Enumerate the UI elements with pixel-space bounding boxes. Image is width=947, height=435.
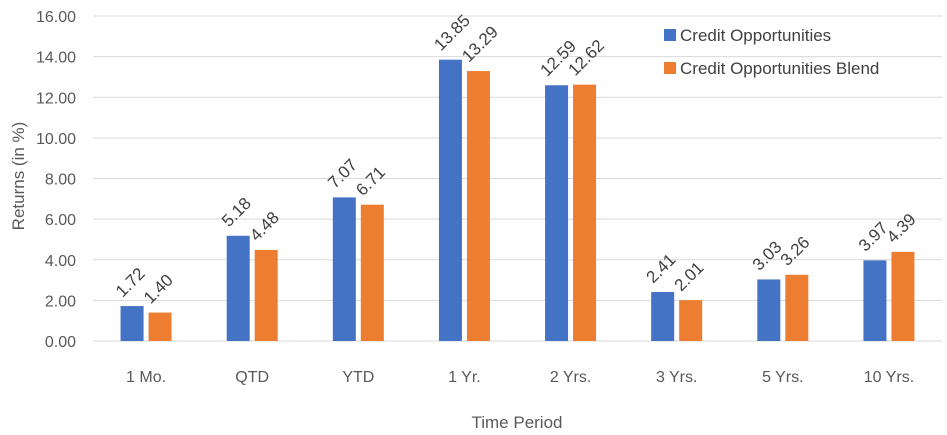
legend-swatch-credit-opportunities <box>664 29 676 41</box>
bar-credit-opportunities-blend <box>254 250 278 341</box>
x-tick-label: 5 Yrs. <box>762 369 804 386</box>
y-tick-label: 8.00 <box>45 172 76 189</box>
bar-credit-opportunities-blend <box>573 84 597 341</box>
bar-credit-opportunities <box>226 235 250 341</box>
x-tick-label: 10 Yrs. <box>864 369 914 386</box>
bar-credit-opportunities-blend <box>679 300 703 341</box>
x-tick-label: QTD <box>235 369 269 386</box>
bar-credit-opportunities <box>438 59 462 341</box>
y-tick-label: 10.00 <box>36 131 76 148</box>
data-label: 4.39 <box>883 210 920 247</box>
y-tick-label: 12.00 <box>36 90 76 107</box>
data-label: 5.18 <box>218 194 255 231</box>
legend-label-credit-opportunities-blend: Credit Opportunities Blend <box>680 59 879 78</box>
y-axis-title: Returns (in %) <box>9 122 28 231</box>
data-label: 4.48 <box>246 208 283 245</box>
bar-credit-opportunities <box>120 306 144 341</box>
x-axis-title: Time Period <box>471 413 562 432</box>
legend-label-credit-opportunities: Credit Opportunities <box>680 26 831 45</box>
bar-credit-opportunities <box>332 197 356 341</box>
bar-credit-opportunities-blend <box>891 251 915 341</box>
bars <box>120 59 915 341</box>
y-tick-label: 16.00 <box>36 9 76 26</box>
y-tick-label: 6.00 <box>45 212 76 229</box>
x-tick-label: YTD <box>342 369 374 386</box>
x-tick-label: 1 Mo. <box>126 369 166 386</box>
y-tick-label: 14.00 <box>36 50 76 67</box>
x-tick-label: 3 Yrs. <box>656 369 698 386</box>
y-axis-ticks: 0.00 2.00 4.00 6.00 8.00 10.00 12.00 14.00 16.00 <box>36 9 76 351</box>
data-label: 3.26 <box>777 233 814 270</box>
bar-credit-opportunities <box>545 85 569 341</box>
y-tick-label: 4.00 <box>45 253 76 270</box>
legend: Credit Opportunities Credit Opportunitie… <box>664 26 879 78</box>
bar-credit-opportunities <box>651 292 675 341</box>
bar-credit-opportunities-blend <box>360 204 384 341</box>
x-tick-label: 1 Yr. <box>448 369 481 386</box>
bar-credit-opportunities-blend <box>148 312 172 341</box>
y-tick-label: 0.00 <box>45 334 76 351</box>
y-tick-label: 2.00 <box>45 293 76 310</box>
legend-swatch-credit-opportunities-blend <box>664 62 676 74</box>
x-tick-label: 2 Yrs. <box>550 369 592 386</box>
bar-credit-opportunities <box>757 279 781 341</box>
bar-credit-opportunities-blend <box>785 274 809 341</box>
bar-credit-opportunities-blend <box>466 71 490 341</box>
bar-credit-opportunities <box>863 260 887 341</box>
x-axis-ticks: 1 Mo. QTD YTD 1 Yr. 2 Yrs. 3 Yrs. 5 Yrs. 10 Yrs… <box>126 369 914 386</box>
